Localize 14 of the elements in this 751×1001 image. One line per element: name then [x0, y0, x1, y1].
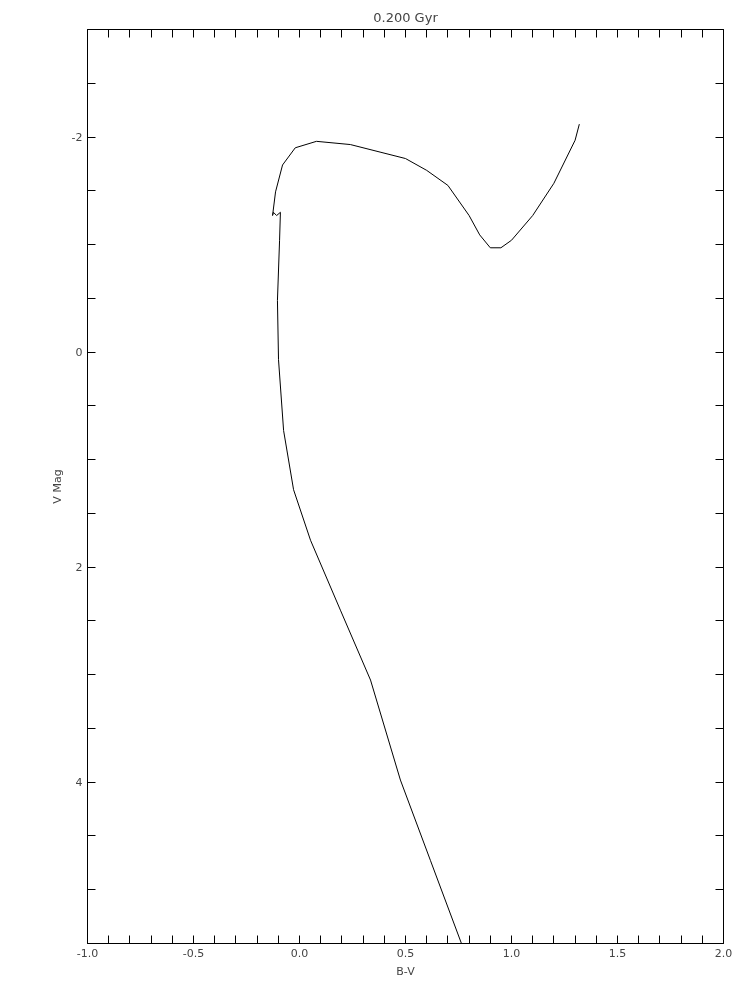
y-tick-label: 0 [75, 346, 83, 360]
x-tick-label: 2.0 [714, 946, 733, 960]
x-tick-label: -0.5 [182, 946, 205, 960]
y-tick-label: -2 [71, 131, 83, 145]
x-axis-title: B-V [396, 964, 416, 978]
y-tick-label: 2 [75, 561, 83, 575]
x-tick-label: 0.5 [396, 946, 415, 960]
x-tick-label: 1.0 [502, 946, 521, 960]
x-tick-label: 1.5 [608, 946, 627, 960]
y-axis-title: V Mag [50, 469, 64, 504]
y-tick-label: 4 [75, 776, 83, 790]
chart-title: 0.200 Gyr [373, 9, 439, 25]
x-tick-label: -1.0 [76, 946, 99, 960]
x-tick-label: 0.0 [290, 946, 309, 960]
